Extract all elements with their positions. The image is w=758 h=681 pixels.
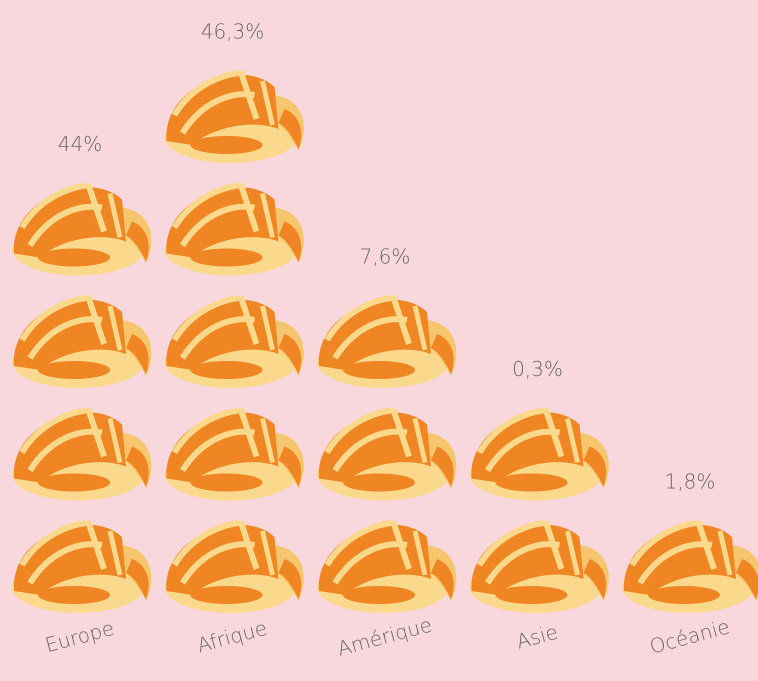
croissant-roll bbox=[343, 361, 415, 379]
croissant-roll bbox=[191, 136, 263, 154]
croissant-roll bbox=[38, 249, 110, 267]
croissant-roll bbox=[648, 586, 720, 604]
croissant-roll bbox=[38, 474, 110, 492]
croissant-roll bbox=[496, 474, 568, 492]
croissant-roll bbox=[191, 361, 263, 379]
value-label: 7,6% bbox=[360, 245, 411, 269]
croissant-roll bbox=[496, 586, 568, 604]
value-label: 44% bbox=[58, 132, 102, 156]
chart: 44%Europe46,3%Afrique7,6%Amérique0,3%Asi… bbox=[0, 0, 758, 681]
value-label: 46,3% bbox=[201, 20, 265, 44]
croissant-roll bbox=[191, 474, 263, 492]
croissant-roll bbox=[343, 474, 415, 492]
value-label: 0,3% bbox=[512, 357, 563, 381]
croissant-roll bbox=[191, 249, 263, 267]
croissant-roll bbox=[38, 586, 110, 604]
croissant-roll bbox=[191, 586, 263, 604]
value-label: 1,8% bbox=[665, 470, 716, 494]
croissant-roll bbox=[343, 586, 415, 604]
croissant-roll bbox=[38, 361, 110, 379]
